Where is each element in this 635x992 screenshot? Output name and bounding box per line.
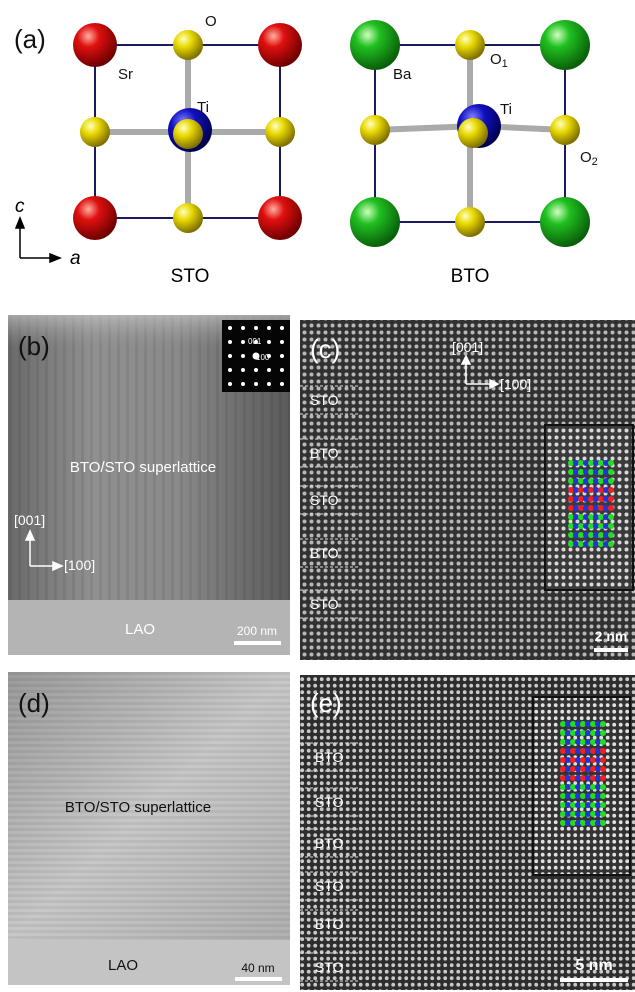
atom-dot [600,766,606,772]
atom-label: Ti [500,101,512,118]
atom-label-base: O [490,51,502,68]
panel-label: (a) [14,24,46,54]
spot [280,354,284,358]
layer-label: STO [310,596,339,612]
atom-dot [608,469,614,475]
atom-label: O [205,13,217,30]
atom-dot [600,748,606,754]
atom-dot [608,514,614,520]
scale-label: 2 nm [595,628,628,644]
structure-title: STO [171,266,210,287]
panel-b: 001 100 (b) BTO/STO superlattice [001] [… [8,315,290,655]
panel-label: (d) [18,688,50,718]
direction-label: [001] [14,512,45,528]
atom-dot [608,541,614,547]
panel-a: (a) Sr O Ti STO Ba O1 Ti O2 BTO c a [14,13,598,287]
atom-dot [608,505,614,511]
spot [241,368,245,372]
film-label: BTO/STO superlattice [70,459,216,476]
atom-label: Ba [393,66,412,83]
layer-label: BTO [310,445,339,461]
figure: (a) Sr O Ti STO Ba O1 Ti O2 BTO c a 001 … [0,0,635,992]
axis-label: a [70,248,81,269]
spot [228,340,232,344]
layer-label: STO [315,959,344,975]
atom-label-sub: 2 [592,156,598,168]
layer-label: BTO [315,916,344,932]
layer-label: STO [310,392,339,408]
spot [280,340,284,344]
atom-label: Ti [197,99,209,116]
spot [228,354,232,358]
spot [267,368,271,372]
film-label: BTO/STO superlattice [65,799,211,816]
atom-dot [600,721,606,727]
atom-dot [608,532,614,538]
spot [267,326,271,330]
layer-label: BTO [310,545,339,561]
panel-label: (c) [310,334,340,364]
spot [280,326,284,330]
substrate-label: LAO [125,621,155,638]
atom-label: Sr [118,66,133,83]
spot [254,368,258,372]
atom-dot [608,523,614,529]
spot [228,368,232,372]
spot [267,382,271,386]
direction-label: [100] [500,376,531,392]
scale-label: 40 nm [241,961,274,975]
atom-dot [608,478,614,484]
spot [241,326,245,330]
atom-dot [600,802,606,808]
direction-label: [100] [64,557,95,573]
spot [228,326,232,330]
axis-label: c [15,196,25,217]
spot [280,368,284,372]
spot [280,382,284,386]
atom-dot [600,775,606,781]
spot [254,326,258,330]
substrate-label: LAO [108,957,138,974]
spot [228,382,232,386]
spot [241,382,245,386]
panel-c: STO BTO STO BTO STO (c) [001] [100] 2 nm [300,320,635,660]
axis-arrows [16,218,60,262]
spot [241,340,245,344]
direction-label: [001] [452,339,483,355]
layer-label: STO [310,492,339,508]
atom-dot [600,757,606,763]
spot [267,340,271,344]
layer-label: STO [315,794,344,810]
atom-dot [608,487,614,493]
atom-dot [600,811,606,817]
atom-dot [600,820,606,826]
atom-dot [600,793,606,799]
spot-label: 100 [256,353,270,362]
panel-label: (e) [310,688,342,718]
spot-label: 001 [248,337,262,346]
atom-dot [608,496,614,502]
atom-label-sub: 1 [502,58,508,70]
spot [254,382,258,386]
layer-label: BTO [315,835,344,851]
spot [241,354,245,358]
atom-dot [608,460,614,466]
panel-d: (d) BTO/STO superlattice LAO 40 nm [8,672,290,985]
structure-title: BTO [451,266,490,287]
atom-dot [600,739,606,745]
atom-dot [600,784,606,790]
scale-label: 5 nm [575,957,612,974]
atom-label: O2 [580,149,598,168]
scale-label: 200 nm [237,624,277,638]
layer-label: STO [315,878,344,894]
atom-label: O1 [490,51,508,70]
panel-label: (b) [18,331,50,361]
atom-dot [600,730,606,736]
panel-e: BTO STO BTO STO BTO STO (e) 5 nm [300,675,635,990]
atom-label-base: O [580,149,592,166]
layer-label: BTO [315,749,344,765]
